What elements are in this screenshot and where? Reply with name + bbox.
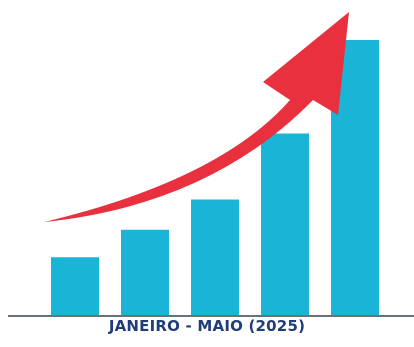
bar-3 (191, 199, 239, 315)
trend-arrow-icon (44, 12, 349, 222)
bar-1 (51, 257, 99, 315)
bars-group (51, 40, 379, 315)
bar-2 (121, 229, 169, 315)
chart-caption: JANEIRO - MAIO (2025) (108, 317, 306, 335)
bar-4 (261, 133, 309, 315)
